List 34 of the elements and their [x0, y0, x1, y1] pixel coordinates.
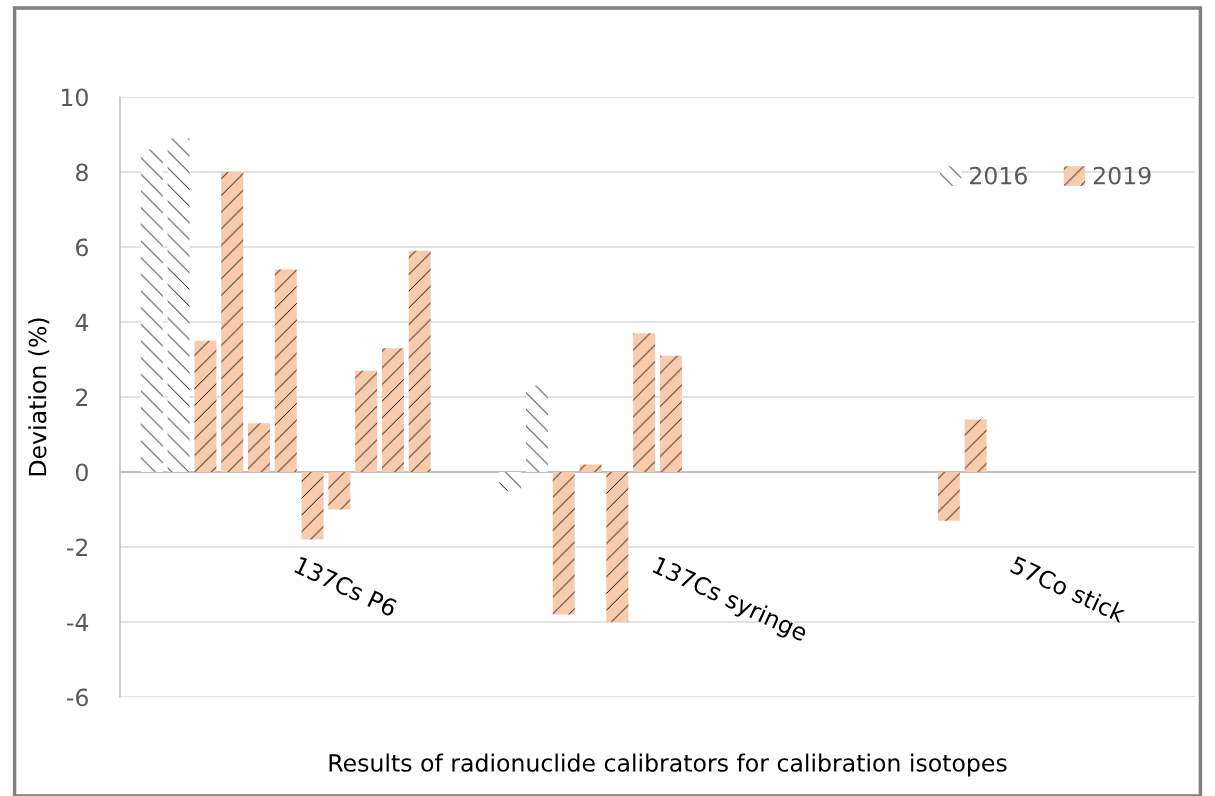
bar: [167, 138, 190, 472]
bar: [633, 333, 656, 472]
bar: [579, 464, 602, 472]
bar: [355, 370, 378, 472]
bar: [301, 472, 324, 540]
legend-label: 2016: [970, 166, 1027, 185]
legend-label: 2019: [1093, 166, 1151, 185]
x-axis-title: Results of radionuclide calibrators for calibration isotopes: [329, 753, 1007, 777]
bar: [221, 172, 244, 472]
bar: [248, 423, 270, 472]
bar: [499, 472, 522, 491]
y-tick-label: -6: [67, 688, 88, 707]
bar: [194, 340, 217, 472]
bar: [408, 250, 431, 472]
bar: [659, 355, 682, 472]
bar: [274, 269, 297, 472]
y-tick-label: 6: [76, 238, 88, 257]
bar: [937, 472, 960, 521]
y-tick-label: 8: [76, 163, 88, 182]
bar: [381, 348, 404, 472]
y-tick-label: 0: [75, 463, 88, 482]
y-tick-label: 10: [61, 88, 88, 107]
bar: [552, 472, 575, 615]
y-axis-title: Deviation (%): [28, 318, 50, 476]
x-tick-label: 57Co stick: [1009, 555, 1128, 624]
y-tick-label: 2: [76, 388, 88, 406]
bar: [525, 385, 548, 472]
bar: [140, 149, 163, 472]
y-tick-label: -2: [67, 538, 88, 556]
bar: [964, 419, 987, 472]
bar: [606, 472, 629, 622]
y-tick-label: -4: [67, 613, 89, 631]
y-tick-label: 4: [75, 313, 89, 331]
bar: [328, 472, 351, 510]
